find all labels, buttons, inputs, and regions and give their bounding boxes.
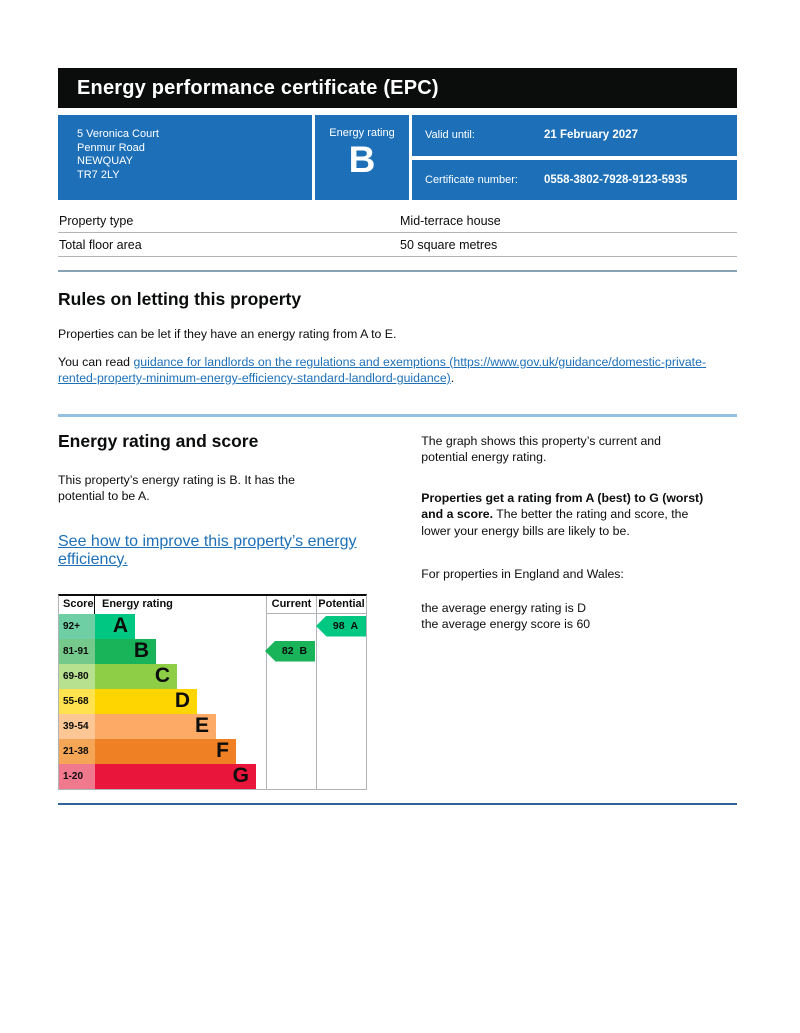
chart-band-row: 92+ A [59,613,366,639]
certificate-number-value: 0558-3802-7928-9123-5935 [544,173,688,186]
chart-header: Score Energy rating Current Potential [59,595,366,614]
england-wales-intro: For properties in England and Wales: [421,567,624,581]
band-bar-b: B [95,638,156,664]
band-bar-a: A [95,613,135,639]
chart-band-row: 81-91 B [59,638,366,664]
chart-band-row: 55-68 D [59,688,366,714]
address-line-4: TR7 2LY [77,168,120,181]
property-type-value: Mid-terrace house [400,213,501,228]
chart-band-row: 39-54 E [59,713,366,739]
current-rating-arrow: 82 B [265,640,315,662]
rating-heading: Energy rating and score [58,430,259,451]
graph-description: The graph shows this property’s current … [421,433,661,465]
band-score-range: 21-38 [59,738,95,764]
document-title-bar: Energy performance certificate (EPC) [58,68,737,108]
average-rating-text: the average energy rating is D the avera… [421,600,591,632]
property-type-label: Property type [59,213,134,228]
rating-right-column: The graph shows this property’s current … [421,431,737,790]
potential-rating-arrow: 98 A [316,615,366,637]
guidance-prefix: You can read [58,354,134,369]
rating-left-column: Energy rating and score This property’s … [58,431,403,790]
rating-explanation-bold: Properties get a rating from A (best) to… [421,490,704,522]
total-floor-area-value: 50 square metres [400,237,498,252]
band-bar-f: F [95,738,236,764]
energy-rating-section: Energy rating and score This property’s … [58,431,737,790]
guidance-suffix: . [450,371,455,385]
band-score-range: 1-20 [59,763,95,789]
chart-band-row: 1-20 G [59,763,366,789]
address-line-2: Penmur Road [77,141,145,154]
band-score-range: 92+ [59,613,95,639]
current-column-header: Current [266,595,316,614]
valid-until-label: Valid until: [425,129,475,142]
rating-summary-text: This property’s energy rating is B. It h… [58,472,295,504]
band-score-range: 39-54 [59,713,95,739]
chart-band-row: 21-38 F [59,738,366,764]
certificate-meta: Valid until: 21 February 2027 Certificat… [412,115,737,200]
guidance-paragraph: You can read guidance for landlords on t… [58,354,718,387]
improve-efficiency-link[interactable]: See how to improve this property’s energ… [58,532,357,568]
score-column-header: Score [59,595,95,614]
property-details-table: Property type Mid-terrace house Total fl… [58,209,737,257]
section-divider [58,270,737,272]
total-floor-area-label: Total floor area [59,237,142,252]
certificate-summary-panel: 5 Veronica Court Penmur Road NEWQUAY TR7… [58,115,737,200]
page-bottom-divider [58,802,737,805]
rules-heading: Rules on letting this property [58,289,302,309]
rating-explanation-rest: The better the rating and score, the low… [421,507,689,538]
energy-rating-column-header: Energy rating [102,597,173,610]
rules-section: Rules on letting this property Propertie… [58,289,737,387]
band-bar-e: E [95,713,216,739]
section-divider [58,413,737,417]
certificate-number-row: Certificate number: 0558-3802-7928-9123-… [412,159,737,200]
valid-until-row: Valid until: 21 February 2027 [412,115,737,156]
chart-body: 92+ A 81-91 B 69-80 C 55-68 D 39-54 E 21-38 F 1-20 G 8… [59,613,366,789]
address-line-1: 5 Veronica Court [77,128,159,140]
chart-band-row: 69-80 C [59,663,366,689]
address-line-3: NEWQUAY [77,155,134,167]
rating-explanation: Properties get a rating from A (best) to… [421,490,737,540]
certificate-number-label: Certificate number: [425,173,518,186]
landlord-guidance-link[interactable]: guidance for landlords on the regulation… [58,354,707,386]
chart-column-gridline [316,613,317,789]
chart-column-gridline [266,613,267,789]
energy-rating-label: Energy rating [329,127,395,139]
band-bar-c: C [95,663,177,689]
band-score-range: 69-80 [59,663,95,689]
potential-column-header: Potential [316,595,366,614]
rules-paragraph: Properties can be let if they have an en… [58,327,397,341]
energy-rating-box: Energy rating B [315,115,409,200]
band-bar-d: D [95,688,197,714]
property-address: 5 Veronica Court Penmur Road NEWQUAY TR7… [58,115,312,200]
band-score-range: 55-68 [59,688,95,714]
valid-until-value: 21 February 2027 [544,129,638,142]
energy-rating-chart: Score Energy rating Current Potential 92… [58,593,367,790]
band-score-range: 81-91 [59,638,95,664]
page-title: Energy performance certificate (EPC) [77,76,439,99]
energy-rating-value: B [348,139,376,180]
band-bar-g: G [95,763,256,789]
table-row: Property type Mid-terrace house [58,209,737,233]
table-row: Total floor area 50 square metres [58,233,737,257]
